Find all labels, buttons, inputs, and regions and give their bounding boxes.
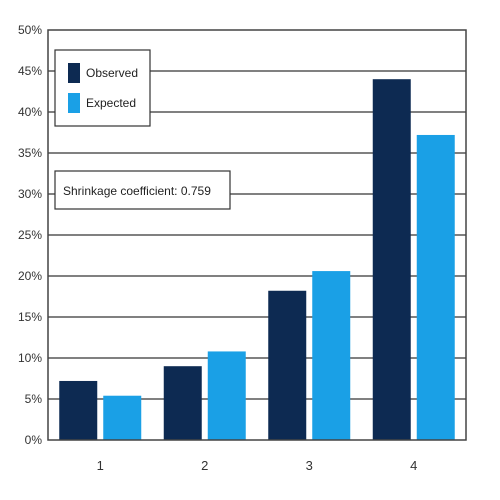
legend-swatch-observed [68, 63, 80, 83]
bar-expected-3 [312, 271, 351, 440]
legend-label-observed: Observed [86, 66, 138, 80]
bar-observed-1 [59, 380, 98, 440]
bar-observed-3 [268, 290, 307, 440]
legend-label-expected: Expected [86, 96, 136, 110]
legend-box [54, 49, 151, 127]
bar-observed-4 [372, 79, 411, 440]
bar-expected-4 [416, 134, 455, 440]
y-tick-label: 15% [18, 310, 42, 324]
annotation-text: Shrinkage coefficient: 0.759 [63, 184, 211, 198]
legend-swatch-expected [68, 93, 80, 113]
x-tick-label: 1 [97, 458, 104, 473]
y-tick-label: 50% [18, 23, 42, 37]
annotation-box [54, 170, 231, 210]
y-tick-label: 20% [18, 269, 42, 283]
x-tick-label: 3 [306, 458, 313, 473]
bar-expected-2 [207, 351, 246, 440]
y-tick-label: 30% [18, 187, 42, 201]
y-tick-label: 35% [18, 146, 42, 160]
x-axis-labels: 1 2 3 4 [97, 458, 418, 473]
bars [59, 79, 455, 440]
y-tick-label: 25% [18, 228, 42, 242]
x-tick-label: 4 [410, 458, 417, 473]
bar-expected-1 [103, 395, 142, 440]
y-tick-label: 40% [18, 105, 42, 119]
x-tick-label: 2 [201, 458, 208, 473]
plot-frame [47, 29, 467, 441]
annotation: Shrinkage coefficient: 0.759 [54, 170, 231, 210]
y-tick-label: 5% [25, 392, 43, 406]
bar-observed-2 [163, 366, 202, 440]
y-tick-label: 0% [25, 433, 43, 447]
y-tick-label: 10% [18, 351, 42, 365]
legend: Observed Expected [54, 49, 151, 127]
y-tick-label: 45% [18, 64, 42, 78]
y-axis-ticks: 0% 5% 10% 15% 20% 25% 30% 35% 40% 45% 50% [18, 23, 42, 447]
